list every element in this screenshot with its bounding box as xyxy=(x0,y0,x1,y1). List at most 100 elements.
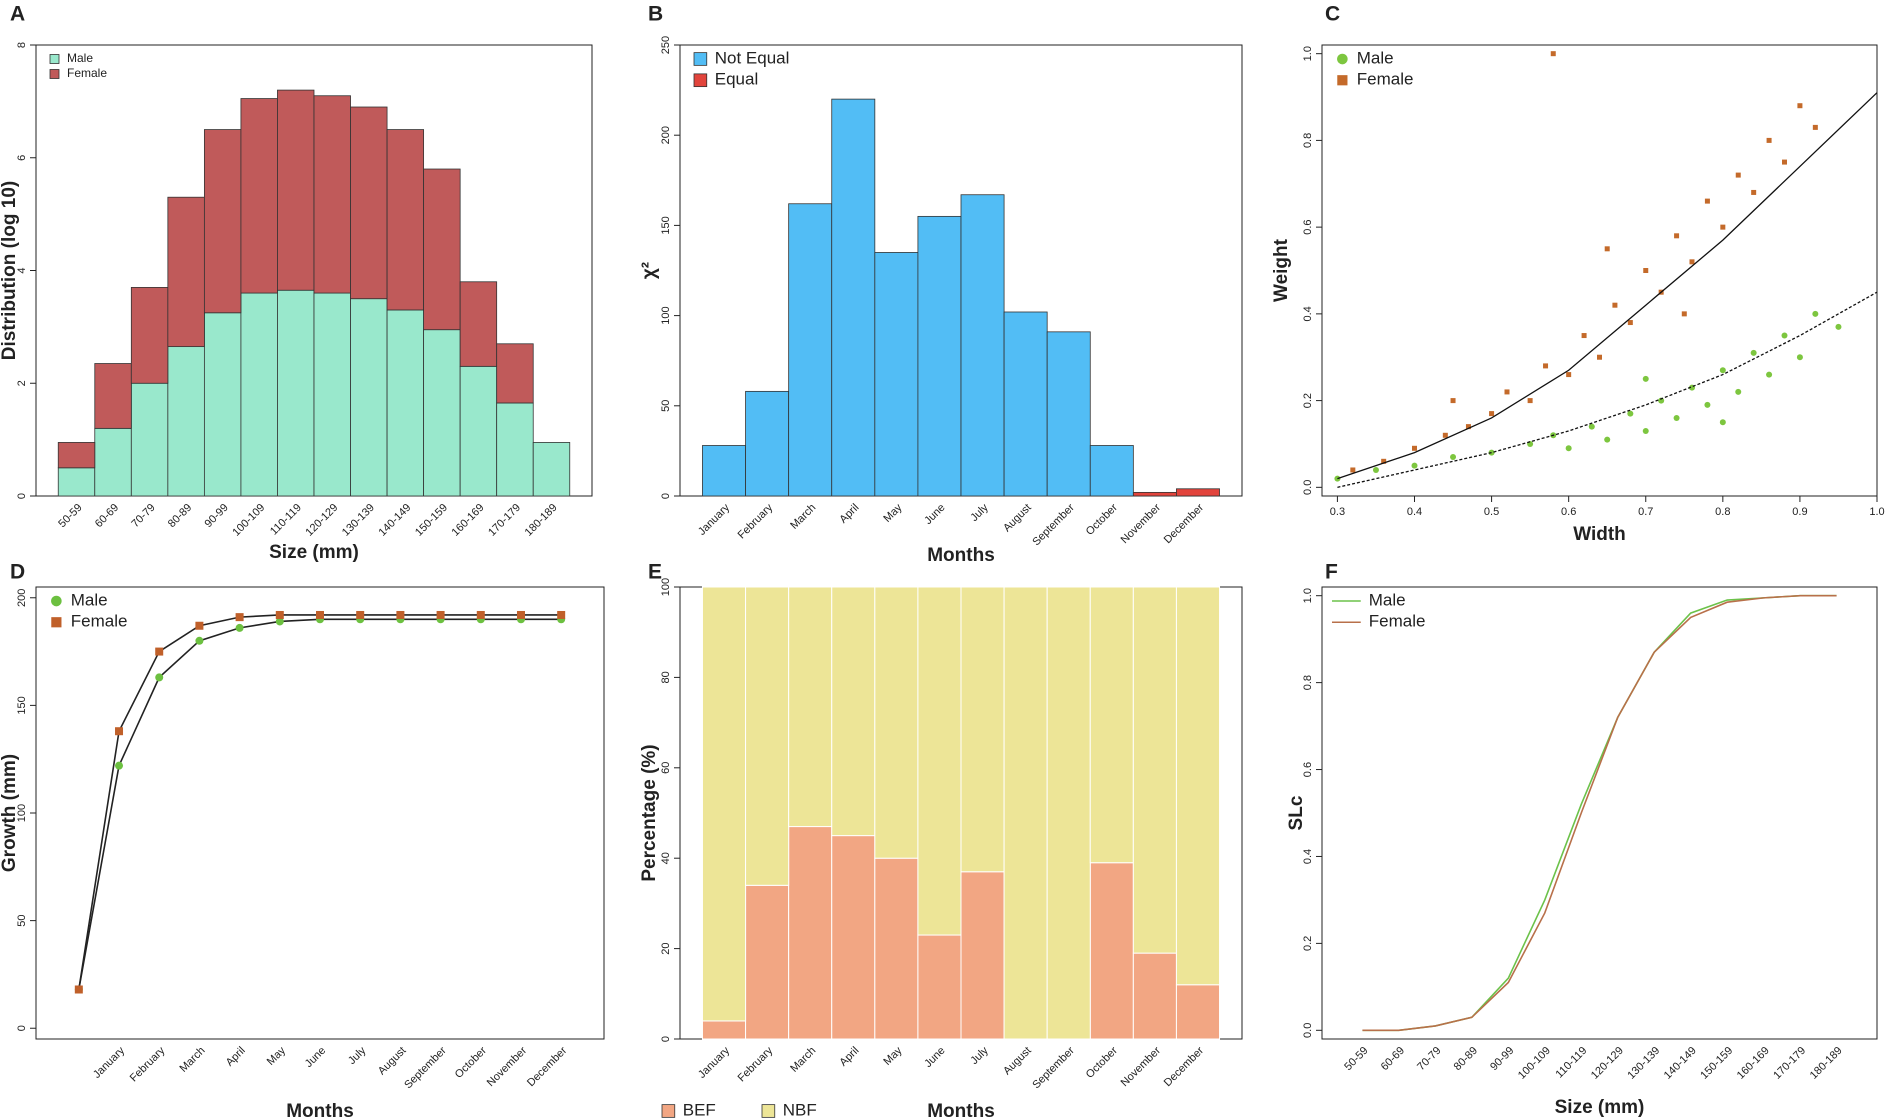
marker xyxy=(235,623,244,632)
marker xyxy=(275,617,284,626)
x-tick-label: 170-179 xyxy=(1771,1045,1808,1082)
x-tick-label: October xyxy=(453,1044,489,1080)
point xyxy=(1751,189,1757,195)
x-tick-label: 0.3 xyxy=(1330,506,1345,518)
x-tick-label: 130-139 xyxy=(1625,1045,1662,1082)
x-tick-label: August xyxy=(376,1045,409,1078)
fit-line xyxy=(1337,92,1878,480)
point xyxy=(1658,397,1665,404)
y-tick-label: 0.2 xyxy=(1302,936,1314,951)
point xyxy=(1527,398,1533,404)
bar xyxy=(1132,952,1177,1040)
y-tick-label: 0 xyxy=(660,493,672,499)
x-tick-label: 90-99 xyxy=(202,502,230,530)
point xyxy=(1781,332,1788,339)
x-tick-label: 60-69 xyxy=(93,502,121,530)
x-tick-label: 170-179 xyxy=(486,502,523,539)
plot-frame xyxy=(35,586,605,1040)
point xyxy=(1719,367,1726,374)
legend-label: Not Equal xyxy=(715,48,790,67)
legend-swatch xyxy=(49,54,60,64)
panel: D 0 50 100 150 200 Months Growth (mm) January Feb… xyxy=(0,561,605,1119)
y-tick-label: 80 xyxy=(660,671,672,683)
x-tick-label: 0.8 xyxy=(1715,506,1730,518)
bar xyxy=(1175,984,1221,1040)
point xyxy=(1450,453,1457,460)
bar xyxy=(831,98,876,497)
bar xyxy=(386,129,425,311)
marker xyxy=(316,610,324,619)
bar xyxy=(496,343,534,404)
x-tick-label: May xyxy=(881,1044,905,1068)
y-tick-label: 0 xyxy=(16,1025,28,1031)
bar xyxy=(1132,586,1177,954)
y-axis-label: χ² xyxy=(639,262,660,279)
panel: B 0 50 100 150 200 250 Months χ² January February M… xyxy=(639,3,1243,566)
point xyxy=(1442,432,1448,438)
x-axis-label: Size (mm) xyxy=(269,542,359,563)
legend-label: NBF xyxy=(783,1100,817,1119)
x-tick-label: 100-109 xyxy=(230,502,267,539)
bar xyxy=(1175,586,1221,986)
y-tick-label: 1.0 xyxy=(1302,46,1314,61)
marker xyxy=(155,647,164,656)
x-tick-label: 120-129 xyxy=(303,502,340,539)
point xyxy=(1704,198,1710,204)
bar xyxy=(1046,331,1091,497)
x-tick-label: 140-149 xyxy=(1662,1045,1699,1082)
point xyxy=(1704,401,1711,408)
bar xyxy=(496,402,534,497)
panel: A 0 2 4 6 8 Size (mm) Distribution (log 10) 50-5… xyxy=(0,3,593,563)
x-tick-label: 130-139 xyxy=(340,502,377,539)
bar xyxy=(788,203,833,497)
bar xyxy=(874,857,919,1040)
y-tick-label: 0 xyxy=(660,1036,672,1042)
y-tick-label: 1.0 xyxy=(1302,588,1314,603)
bar xyxy=(532,442,571,497)
x-tick-label: 0.9 xyxy=(1792,506,1807,518)
x-tick-label: 120-129 xyxy=(1589,1045,1626,1082)
panel: F 0.0 0.2 0.4 0.6 0.8 1.0 Size (mm) SLc 50-59 60-6… xyxy=(1286,561,1878,1118)
legend-label: Equal xyxy=(715,70,758,89)
x-tick-label: 0.6 xyxy=(1561,506,1576,518)
x-tick-label: April xyxy=(224,1045,248,1069)
x-tick-label: 160-169 xyxy=(1735,1045,1772,1082)
bar xyxy=(702,445,746,497)
x-tick-label: March xyxy=(788,502,818,532)
y-tick-label: 150 xyxy=(660,216,672,234)
point xyxy=(1597,354,1602,360)
bar xyxy=(313,95,351,294)
panel-label: B xyxy=(648,3,663,26)
y-tick-label: 8 xyxy=(16,42,28,48)
line xyxy=(1362,594,1837,1032)
y-tick-label: 4 xyxy=(16,267,28,273)
x-tick-label: 80-89 xyxy=(1452,1045,1480,1073)
x-tick-label: June xyxy=(922,502,947,527)
x-tick-label: May xyxy=(265,1044,289,1068)
bar xyxy=(350,106,388,300)
bar xyxy=(745,586,790,886)
point xyxy=(1812,310,1819,317)
x-tick-label: November xyxy=(485,1044,530,1089)
x-tick-label: August xyxy=(1001,502,1034,535)
x-tick-label: September xyxy=(1030,501,1077,548)
bar xyxy=(277,89,315,291)
bar xyxy=(94,427,132,497)
bar xyxy=(1089,862,1134,1040)
x-tick-label: 60-69 xyxy=(1379,1045,1407,1073)
x-tick-label: 110-119 xyxy=(1554,1045,1590,1081)
point xyxy=(1581,333,1587,339)
bar xyxy=(745,884,790,1040)
x-tick-label: 0.5 xyxy=(1484,506,1499,518)
point xyxy=(1604,246,1610,252)
bar xyxy=(788,586,833,828)
line xyxy=(78,618,562,990)
x-tick-label: October xyxy=(1084,501,1120,537)
y-tick-label: 0.6 xyxy=(1302,762,1314,777)
bar xyxy=(130,382,169,497)
point xyxy=(1612,302,1618,308)
bar xyxy=(313,292,351,497)
plot-frame xyxy=(1321,44,1878,497)
legend-label: Female xyxy=(1357,70,1414,89)
bar xyxy=(240,292,278,497)
